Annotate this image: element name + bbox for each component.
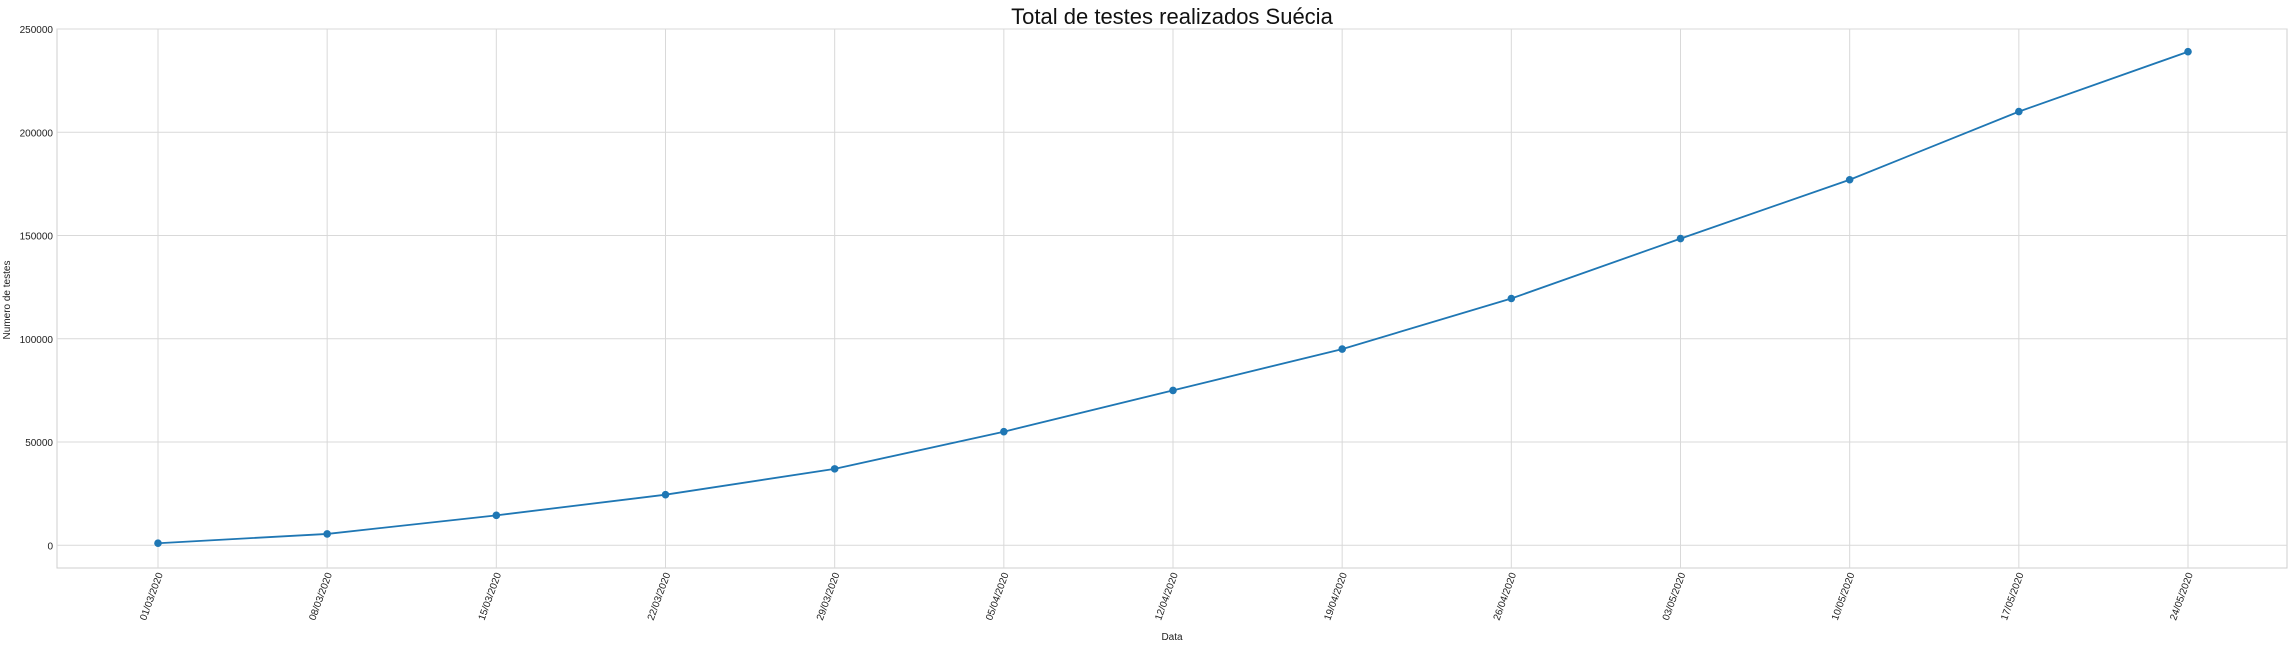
data-point bbox=[2184, 47, 2192, 56]
x-tick-label: 05/04/2020 bbox=[984, 571, 1012, 622]
y-tick-label: 0 bbox=[47, 541, 53, 552]
y-tick-label: 50000 bbox=[25, 438, 53, 449]
data-point bbox=[1507, 294, 1516, 303]
y-axis-label: Numero de testes bbox=[2, 261, 13, 340]
x-tick-label: 03/05/2020 bbox=[1661, 571, 1689, 622]
y-tick-label: 100000 bbox=[20, 335, 54, 346]
plot-area bbox=[56, 28, 2288, 569]
y-tick-label: 200000 bbox=[20, 128, 54, 139]
x-tick-label: 19/04/2020 bbox=[1323, 571, 1351, 622]
x-axis-label: Data bbox=[1161, 632, 1183, 643]
data-point bbox=[1845, 175, 1854, 184]
x-tick-label: 24/05/2020 bbox=[2168, 571, 2196, 622]
data-point bbox=[323, 530, 331, 538]
data-point bbox=[492, 511, 501, 520]
chart-title: Total de testes realizados Suécia bbox=[1011, 4, 1333, 29]
data-point bbox=[1000, 427, 1008, 436]
series-layer bbox=[154, 47, 2192, 548]
x-tick-label: 15/03/2020 bbox=[477, 571, 505, 622]
data-point bbox=[1169, 386, 1177, 395]
x-tick-label: 17/05/2020 bbox=[1999, 571, 2027, 622]
x-tick-label: 29/03/2020 bbox=[815, 571, 843, 622]
data-point bbox=[2015, 107, 2023, 116]
y-tick-label: 250000 bbox=[20, 25, 54, 36]
x-tick-label: 10/05/2020 bbox=[1830, 571, 1858, 622]
y-tick-label: 150000 bbox=[20, 232, 54, 243]
data-point bbox=[154, 539, 162, 548]
data-point bbox=[1338, 345, 1346, 353]
plot-frame bbox=[56, 28, 2288, 569]
data-point bbox=[830, 465, 839, 473]
x-tick-label: 22/03/2020 bbox=[646, 571, 674, 622]
data-point bbox=[1676, 234, 1685, 243]
grid-lines bbox=[57, 28, 2287, 568]
data-point bbox=[661, 490, 670, 499]
x-tick-label: 08/03/2020 bbox=[308, 571, 336, 622]
x-tick-label: 01/03/2020 bbox=[138, 571, 166, 622]
x-tick-label: 26/04/2020 bbox=[1492, 571, 1520, 622]
x-tick-label: 12/04/2020 bbox=[1153, 571, 1181, 622]
